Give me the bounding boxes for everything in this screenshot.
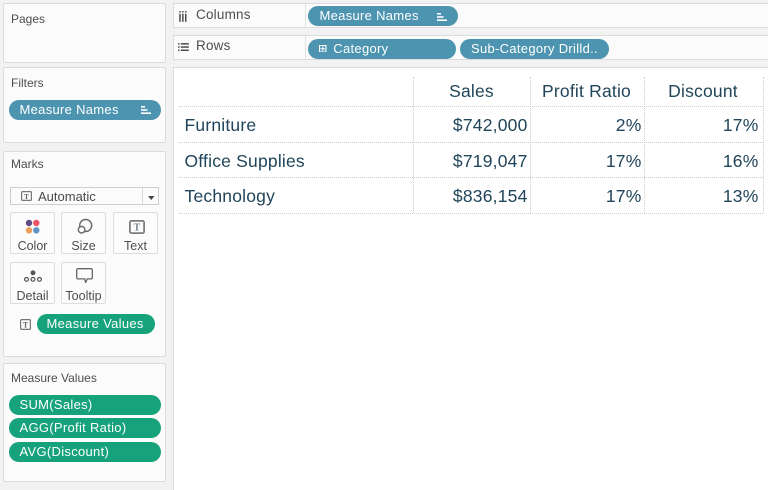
svg-text:T: T <box>22 320 28 329</box>
svg-text:T: T <box>134 222 141 233</box>
svg-text:T: T <box>23 192 28 201</box>
